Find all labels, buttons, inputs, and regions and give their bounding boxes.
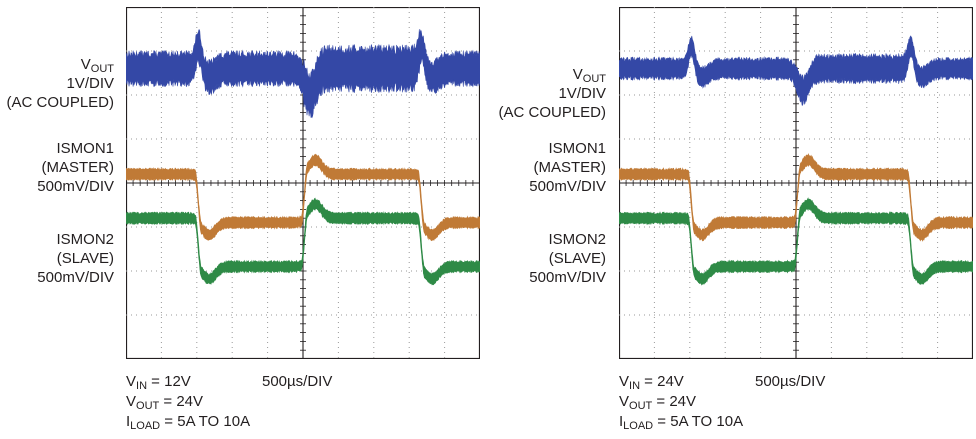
trace-ismon1	[619, 152, 973, 242]
scope-screen-left	[126, 7, 480, 359]
scope-plot-left	[126, 7, 480, 359]
trace-ismon2	[619, 197, 973, 286]
ismon1-label-right: ISMON1 (MASTER) 500mV/DIV	[529, 140, 606, 195]
scope-screen-right	[619, 7, 973, 359]
caption-iload-left: ILOAD = 5A TO 10A	[126, 413, 251, 432]
trace-vout	[126, 29, 480, 119]
ismon2-label-left: ISMON2 (SLAVE) 500mV/DIV	[37, 231, 114, 286]
caption-vin-right: VIN = 24V	[619, 373, 684, 392]
caption-timebase-left: 500µs/DIV	[262, 373, 333, 390]
trace-ismon1	[126, 153, 480, 242]
trace-vout	[619, 35, 973, 106]
caption-vout-left: VOUT = 24V	[126, 393, 204, 412]
caption-vin-left: VIN = 12V	[126, 373, 191, 392]
caption-vout-right: VOUT = 24V	[619, 393, 697, 412]
vout-label-right: VOUT 1V/DIV (AC COUPLED)	[498, 66, 606, 121]
ismon1-label-left: ISMON1 (MASTER) 500mV/DIV	[37, 140, 114, 195]
caption-timebase-right: 500µs/DIV	[755, 373, 826, 390]
ismon2-label-right: ISMON2 (SLAVE) 500mV/DIV	[529, 231, 606, 286]
trace-ismon2	[126, 197, 480, 286]
vout-label-left: VOUT 1V/DIV (AC COUPLED)	[6, 56, 114, 111]
scope-plot-right	[619, 7, 973, 359]
caption-iload-right: ILOAD = 5A TO 10A	[619, 413, 744, 432]
